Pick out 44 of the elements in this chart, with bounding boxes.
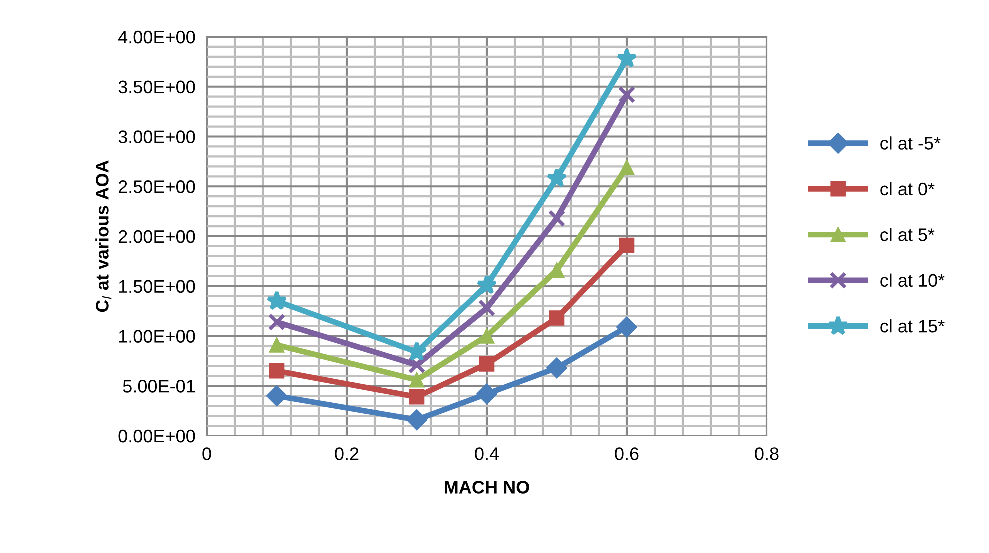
point [549,310,565,326]
y-tick-label: 1.00E+00 [119,330,196,343]
y-tick-label: 3.00E+00 [118,130,196,144]
x-axis-title: MACH NO [445,481,530,494]
legend-label: cl at 15* [880,320,945,333]
y-tick-label: 1.50E+00 [119,280,196,294]
legend-label: cl at 5* [880,228,935,242]
point [618,86,636,104]
point [476,274,498,294]
y-tick-label: 4.00E+00 [118,30,196,44]
point [476,384,498,405]
y-tick-label: 0.00E+00 [118,430,196,443]
point [409,389,425,405]
legend-label: cl at 0* [880,182,935,196]
point [406,410,428,431]
point [479,328,495,344]
point [616,316,638,338]
point [269,364,285,379]
point [268,314,286,331]
y-axis-title: C$_{l}$ at various AOA [96,160,112,312]
x-tick-label: 0.2 [335,448,359,460]
point [548,210,566,228]
point [619,238,635,254]
point [266,386,288,407]
point [478,300,496,317]
legend-label: cl at -5* [880,136,941,150]
y-tick-label: 2.50E+00 [118,180,196,194]
point [616,48,638,68]
point [408,356,426,374]
point [619,160,635,176]
y-tick-label: 3.50E+00 [118,80,196,94]
y-tick-label: 2.00E+00 [118,230,196,244]
point [409,372,425,388]
point [266,290,288,310]
y-tick-label: 5.00E-01 [123,380,196,393]
point [479,356,495,372]
x-tick-label: 0 [202,448,212,460]
point [546,168,568,188]
point [269,338,285,353]
point [546,358,568,379]
x-tick-label: 0.8 [755,448,779,460]
x-tick-label: 0.4 [475,448,500,460]
legend-label: cl at 10* [880,274,945,288]
x-tick-label: 0.6 [615,448,639,460]
